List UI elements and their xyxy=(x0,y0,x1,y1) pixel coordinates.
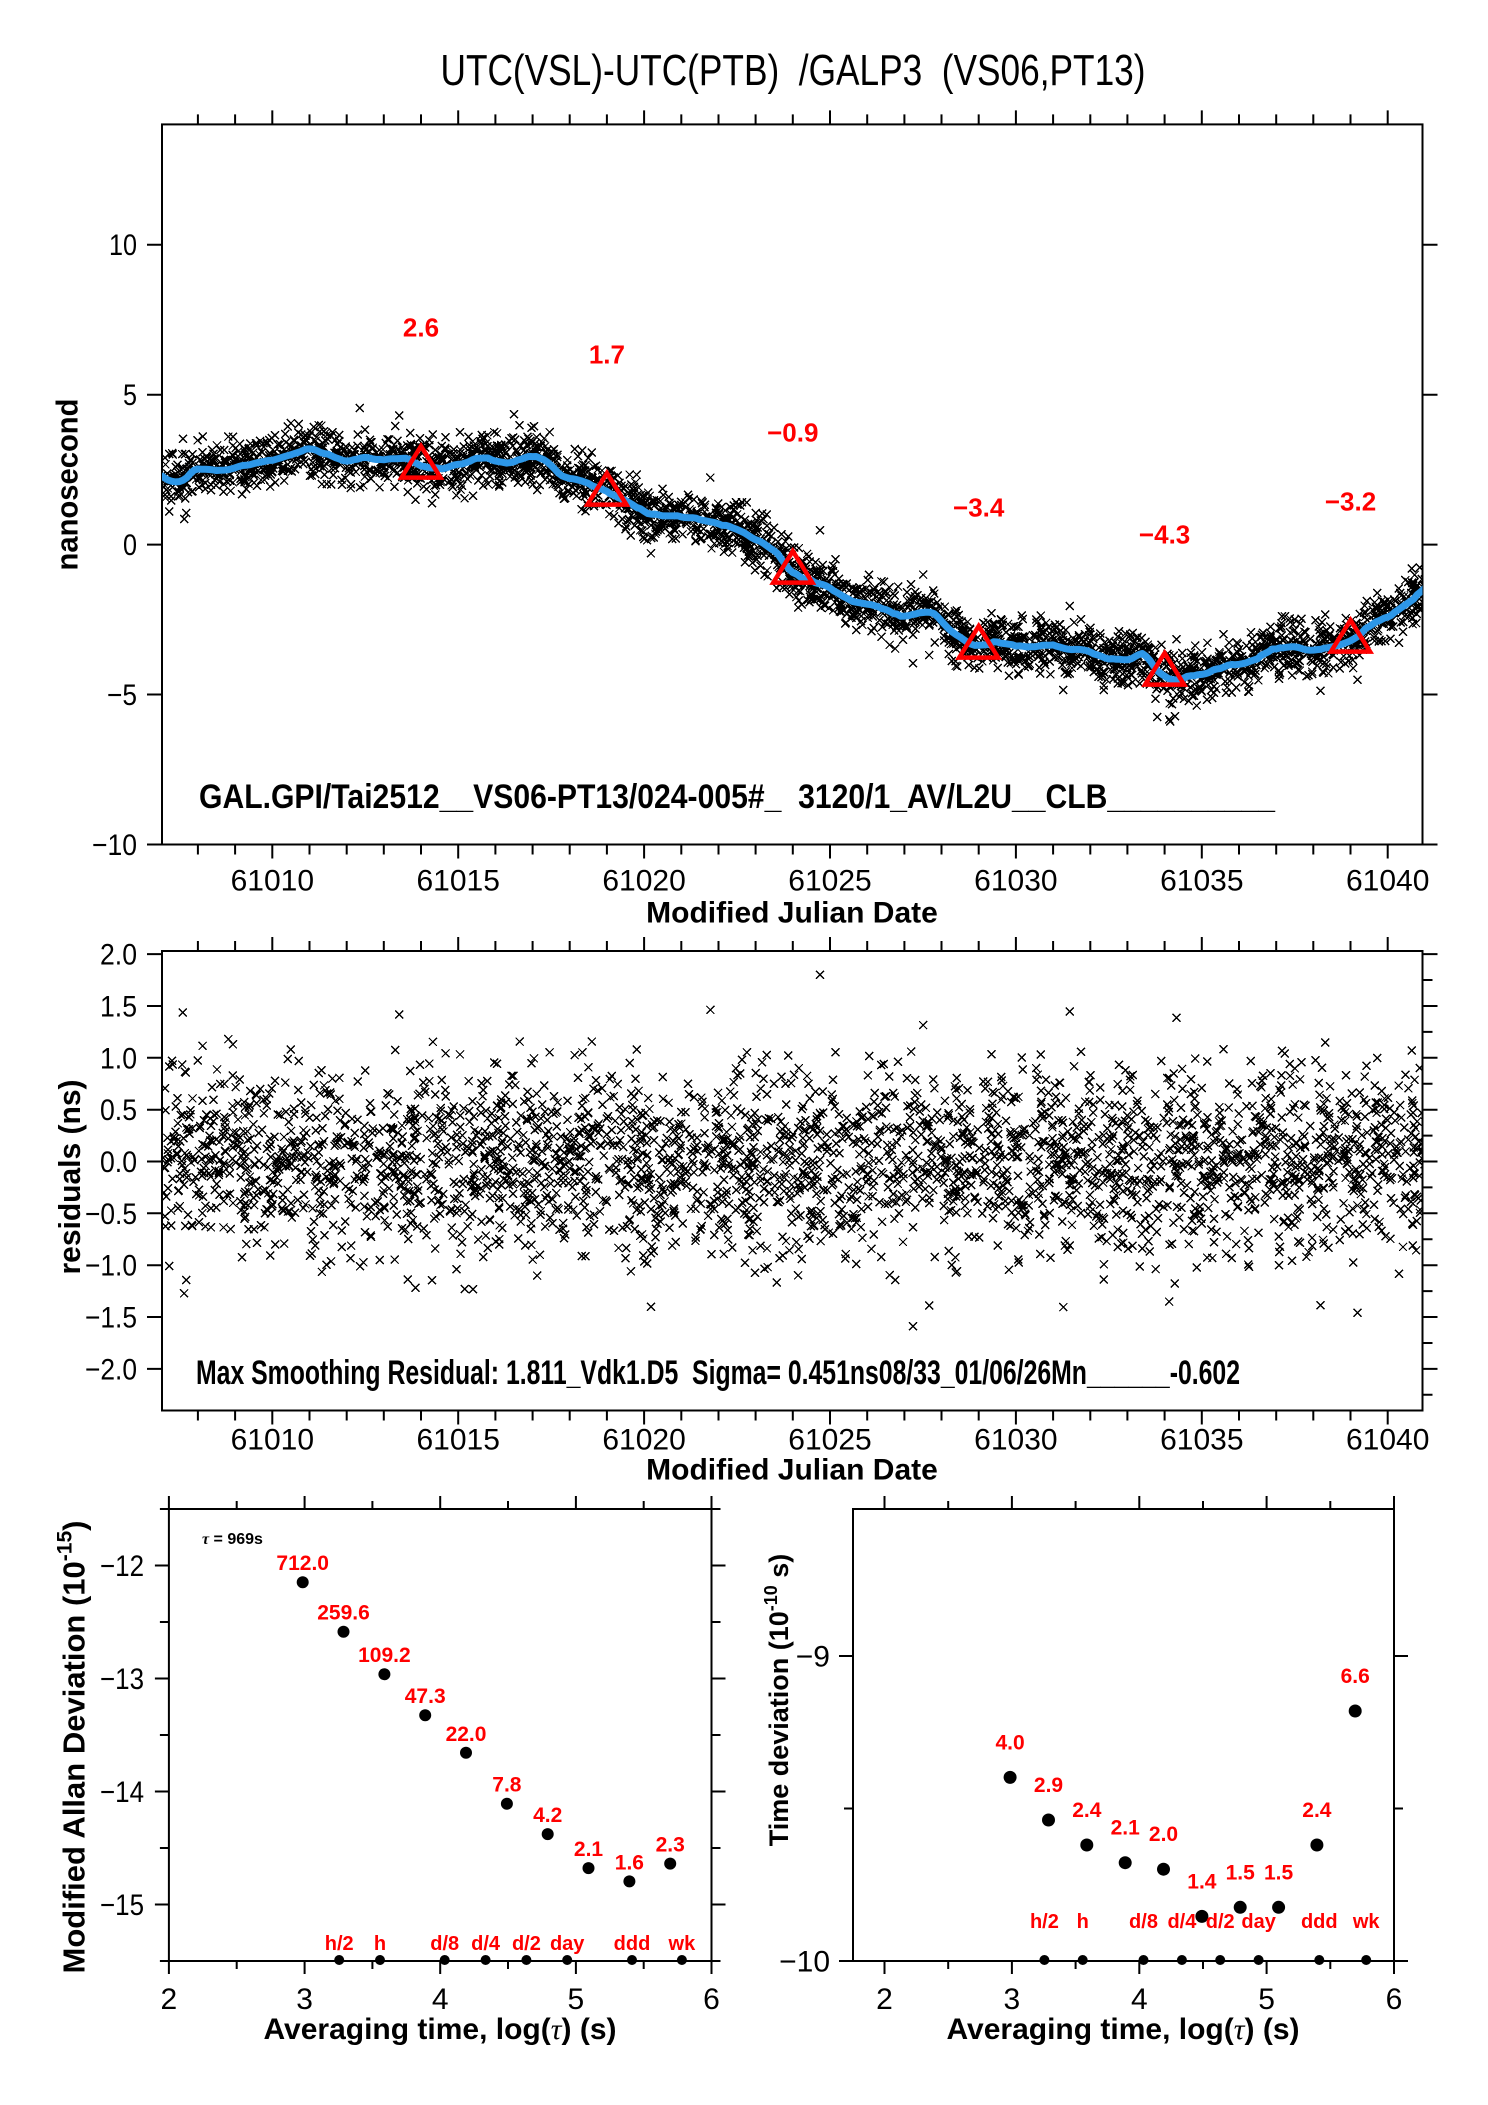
svg-text:61040: 61040 xyxy=(1346,865,1429,898)
svg-text:−10: −10 xyxy=(92,829,137,862)
svg-text:h: h xyxy=(1077,1911,1089,1933)
svg-text:61015: 61015 xyxy=(416,865,499,898)
svg-text:−3.2: −3.2 xyxy=(1325,487,1376,517)
svg-text:GAL.GPI/Tai2512__VS06-PT13/024: GAL.GPI/Tai2512__VS06-PT13/024-005#_ 312… xyxy=(199,778,1276,816)
svg-text:−3.4: −3.4 xyxy=(953,493,1005,523)
svg-text:−10: −10 xyxy=(779,1946,830,1979)
svg-text:1.4: 1.4 xyxy=(1187,1870,1217,1893)
svg-text:nanosecond: nanosecond xyxy=(50,399,85,571)
svg-text:2.1: 2.1 xyxy=(1111,1817,1141,1840)
svg-text:61030: 61030 xyxy=(974,1424,1057,1457)
svg-text:3: 3 xyxy=(296,1983,313,2016)
svg-text:h/2: h/2 xyxy=(1030,1911,1059,1933)
svg-text:ddd: ddd xyxy=(1301,1911,1338,1933)
svg-text:4.0: 4.0 xyxy=(995,1731,1024,1754)
svg-text:61010: 61010 xyxy=(231,865,314,898)
svg-text:61025: 61025 xyxy=(788,1424,871,1457)
svg-text:day: day xyxy=(550,1933,585,1955)
svg-text:2.0: 2.0 xyxy=(100,939,137,972)
svg-text:Max Smoothing Residual: 1.811_: Max Smoothing Residual: 1.811_Vdk1.D5 Si… xyxy=(196,1354,1240,1392)
svg-text:7.8: 7.8 xyxy=(492,1774,522,1797)
svg-text:d/4: d/4 xyxy=(1167,1911,1197,1933)
svg-text:−12: −12 xyxy=(100,1550,144,1583)
svg-text:1.5: 1.5 xyxy=(100,991,137,1024)
svg-text:3: 3 xyxy=(1004,1983,1021,2016)
svg-text:2: 2 xyxy=(161,1983,178,2016)
svg-text:0: 0 xyxy=(123,529,137,562)
svg-text:day: day xyxy=(1241,1911,1276,1933)
svg-text:4.2: 4.2 xyxy=(533,1804,562,1827)
svg-text:d/8: d/8 xyxy=(430,1933,459,1955)
svg-text:0.5: 0.5 xyxy=(100,1094,137,1127)
svg-text:−9: −9 xyxy=(796,1641,830,1674)
svg-text:2.4: 2.4 xyxy=(1072,1799,1102,1822)
svg-text:47.3: 47.3 xyxy=(405,1685,446,1708)
svg-text:Modified Julian Date: Modified Julian Date xyxy=(646,897,938,930)
svg-text:−5: −5 xyxy=(107,679,137,712)
svg-text:1.7: 1.7 xyxy=(589,340,625,370)
svg-text:UTC(VSL)-UTC(PTB) /GALP3 (VS: UTC(VSL)-UTC(PTB) /GALP3 (VS06,PT13) xyxy=(441,46,1146,95)
svg-text:61020: 61020 xyxy=(602,865,685,898)
svg-text:61030: 61030 xyxy=(974,865,1057,898)
svg-text:2.9: 2.9 xyxy=(1034,1774,1063,1797)
svg-text:6: 6 xyxy=(703,1983,720,2016)
svg-text:τ = 969s: τ = 969s xyxy=(202,1531,263,1548)
svg-text:61010: 61010 xyxy=(231,1424,314,1457)
svg-text:4: 4 xyxy=(432,1983,449,2016)
svg-text:Time deviation (10-10 s): Time deviation (10-10 s) xyxy=(761,1554,794,1847)
svg-text:−1.0: −1.0 xyxy=(85,1250,137,1283)
svg-text:109.2: 109.2 xyxy=(358,1644,411,1667)
svg-text:61035: 61035 xyxy=(1160,865,1243,898)
svg-text:61035: 61035 xyxy=(1160,1424,1243,1457)
svg-text:2: 2 xyxy=(876,1983,893,2016)
svg-text:d/2: d/2 xyxy=(512,1933,541,1955)
svg-text:5: 5 xyxy=(568,1983,585,2016)
svg-text:d/8: d/8 xyxy=(1129,1911,1158,1933)
svg-text:−4.3: −4.3 xyxy=(1139,520,1190,550)
svg-text:6.6: 6.6 xyxy=(1341,1665,1370,1688)
svg-text:712.0: 712.0 xyxy=(276,1552,329,1575)
svg-text:0.0: 0.0 xyxy=(100,1146,137,1179)
svg-text:Modified Julian Date: Modified Julian Date xyxy=(646,1454,938,1487)
svg-text:61040: 61040 xyxy=(1346,1424,1429,1457)
svg-text:61015: 61015 xyxy=(416,1424,499,1457)
svg-text:wk: wk xyxy=(668,1933,697,1955)
svg-text:ddd: ddd xyxy=(614,1933,651,1955)
svg-text:2.1: 2.1 xyxy=(574,1838,604,1861)
svg-text:259.6: 259.6 xyxy=(317,1602,370,1625)
svg-text:h: h xyxy=(374,1933,386,1955)
svg-text:−0.5: −0.5 xyxy=(85,1198,137,1231)
svg-text:h/2: h/2 xyxy=(325,1933,354,1955)
svg-text:5: 5 xyxy=(123,379,137,412)
svg-text:2.4: 2.4 xyxy=(1302,1799,1332,1822)
svg-text:5: 5 xyxy=(1258,1983,1275,2016)
svg-text:1.0: 1.0 xyxy=(100,1042,137,1075)
svg-text:1.5: 1.5 xyxy=(1226,1861,1256,1884)
svg-text:d/2: d/2 xyxy=(1206,1911,1235,1933)
svg-text:6: 6 xyxy=(1386,1983,1403,2016)
svg-text:residuals (ns): residuals (ns) xyxy=(52,1080,87,1275)
svg-text:Modified Allan Deviation (10-1: Modified Allan Deviation (10-15) xyxy=(54,1521,92,1974)
svg-text:1.5: 1.5 xyxy=(1264,1861,1294,1884)
svg-text:−15: −15 xyxy=(100,1889,144,1922)
svg-text:−13: −13 xyxy=(100,1663,144,1696)
svg-text:2.0: 2.0 xyxy=(1149,1823,1178,1846)
svg-text:Averaging time, log(τ) (s): Averaging time, log(τ) (s) xyxy=(946,2013,1299,2046)
svg-text:4: 4 xyxy=(1131,1983,1148,2016)
svg-text:Averaging time, log(τ) (s): Averaging time, log(τ) (s) xyxy=(263,2013,616,2046)
svg-text:2.6: 2.6 xyxy=(403,313,439,343)
svg-text:61025: 61025 xyxy=(788,865,871,898)
svg-text:−2.0: −2.0 xyxy=(85,1353,137,1386)
svg-text:d/4: d/4 xyxy=(471,1933,501,1955)
svg-text:wk: wk xyxy=(1352,1911,1381,1933)
svg-text:−0.9: −0.9 xyxy=(767,418,818,448)
svg-text:−14: −14 xyxy=(100,1776,144,1809)
svg-text:61020: 61020 xyxy=(602,1424,685,1457)
svg-text:−1.5: −1.5 xyxy=(85,1302,137,1335)
svg-text:1.6: 1.6 xyxy=(615,1851,644,1874)
svg-text:22.0: 22.0 xyxy=(446,1723,487,1746)
svg-text:2.3: 2.3 xyxy=(656,1834,685,1857)
svg-text:10: 10 xyxy=(109,229,137,262)
